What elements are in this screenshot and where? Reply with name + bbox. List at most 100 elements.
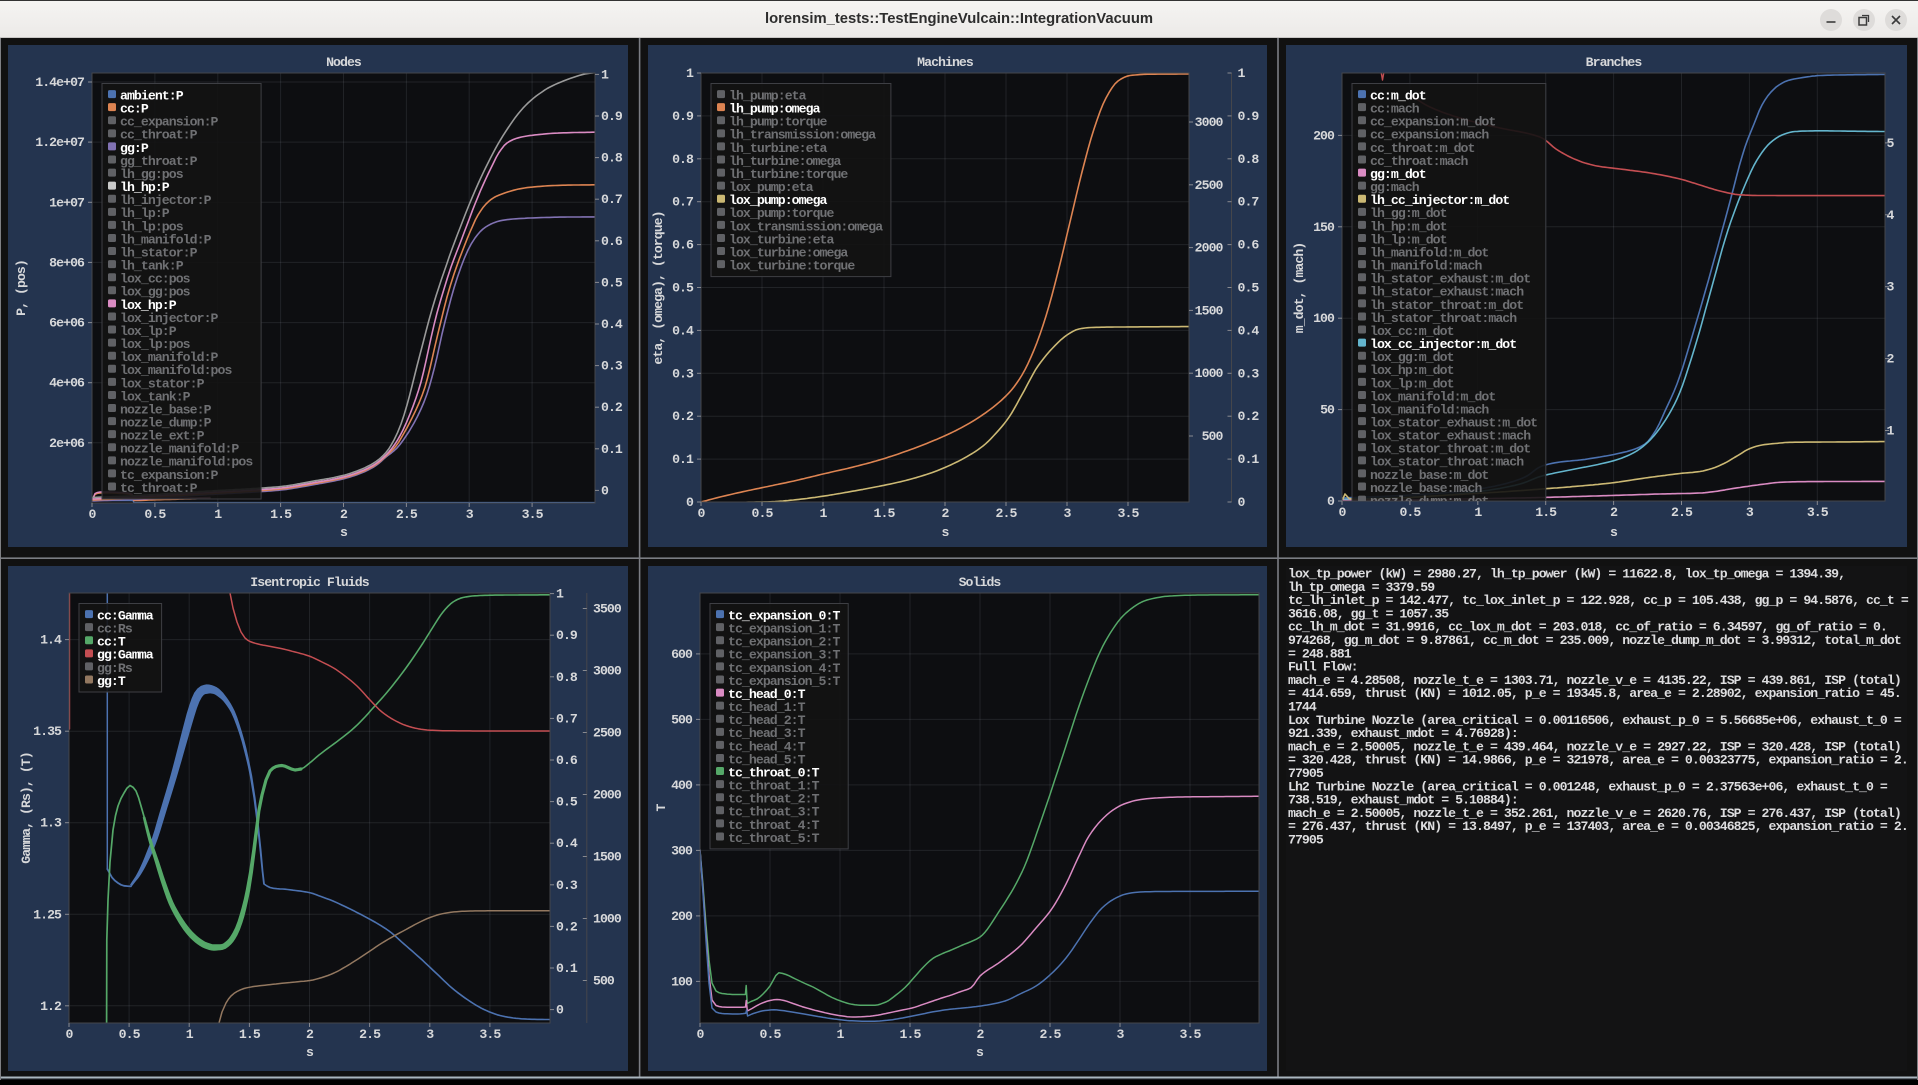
svg-text:4: 4 [1887, 208, 1895, 223]
svg-text:0.2: 0.2 [556, 919, 578, 934]
svg-text:1: 1 [214, 507, 222, 522]
svg-text:0: 0 [686, 495, 694, 510]
svg-text:0.5: 0.5 [144, 507, 166, 522]
svg-text:lox_hp:P: lox_hp:P [120, 298, 177, 313]
svg-text:lox_injector:P: lox_injector:P [120, 311, 219, 326]
svg-text:tc_throat_4:T: tc_throat_4:T [728, 818, 820, 833]
svg-text:1.4e+07: 1.4e+07 [35, 75, 85, 90]
svg-text:1.2e+07: 1.2e+07 [35, 135, 85, 150]
svg-text:lox_turbine:omega: lox_turbine:omega [729, 245, 848, 260]
svg-text:0.5: 0.5 [556, 795, 578, 810]
svg-text:Isentropic Fluids: Isentropic Fluids [250, 575, 369, 590]
svg-text:2.5: 2.5 [996, 506, 1018, 521]
svg-text:0.5: 0.5 [760, 1027, 782, 1042]
svg-text:tc_lh_inlet_p = 142.477, tc_lo: tc_lh_inlet_p = 142.477, tc_lox_inlet_p … [1288, 593, 1909, 608]
svg-text:lox_manifold:mach: lox_manifold:mach [1370, 402, 1489, 417]
svg-text:Machines: Machines [917, 55, 974, 70]
svg-text:Full Flow:: Full Flow: [1288, 660, 1358, 675]
svg-text:cc:m_dot: cc:m_dot [1370, 89, 1426, 104]
svg-text:= 414.659, thrust (KN) = 1012.: = 414.659, thrust (KN) = 1012.05, p_e = … [1288, 686, 1901, 701]
svg-text:lh_manifold:mach: lh_manifold:mach [1370, 259, 1482, 274]
svg-text:T: T [654, 803, 669, 811]
svg-text:= 320.428, thrust (KN) = 14.98: = 320.428, thrust (KN) = 14.9866, p_e = … [1288, 753, 1908, 768]
svg-text:100: 100 [1313, 311, 1335, 326]
svg-text:Solids: Solids [959, 575, 1002, 590]
svg-text:8e+06: 8e+06 [49, 255, 85, 270]
svg-text:lh_turbine:eta: lh_turbine:eta [729, 141, 828, 156]
svg-text:lh_lp:P: lh_lp:P [120, 206, 170, 221]
svg-text:0.5: 0.5 [752, 506, 774, 521]
svg-text:lox_tank:P: lox_tank:P [120, 389, 191, 404]
svg-text:Lh2 Turbine Nozzle (area_criti: Lh2 Turbine Nozzle (area_critical = 0.00… [1288, 779, 1888, 794]
svg-text:lox_manifold:pos: lox_manifold:pos [120, 363, 232, 378]
svg-text:cc:Rs: cc:Rs [97, 622, 133, 637]
svg-text:1744: 1744 [1288, 700, 1317, 715]
svg-text:ambient:P: ambient:P [120, 89, 184, 104]
svg-text:3.5: 3.5 [479, 1027, 501, 1042]
svg-text:0.6: 0.6 [601, 234, 623, 249]
svg-text:2: 2 [1887, 352, 1895, 367]
svg-text:500: 500 [593, 974, 615, 989]
svg-text:lh_hp:m_dot: lh_hp:m_dot [1370, 219, 1447, 234]
svg-text:1.35: 1.35 [33, 724, 62, 739]
svg-text:tc_expansion_0:T: tc_expansion_0:T [728, 609, 840, 624]
svg-text:0: 0 [89, 507, 97, 522]
svg-text:6e+06: 6e+06 [49, 316, 85, 331]
svg-text:974268, gg_m_dot = 9.87861, cc: 974268, gg_m_dot = 9.87861, cc_m_dot = 2… [1288, 633, 1901, 648]
svg-text:lox_gg:m_dot: lox_gg:m_dot [1370, 350, 1454, 365]
svg-text:lh_tank:P: lh_tank:P [120, 259, 184, 274]
svg-text:0.9: 0.9 [672, 109, 694, 124]
svg-text:3.5: 3.5 [1807, 505, 1829, 520]
svg-text:lox_pump:omega: lox_pump:omega [729, 193, 828, 208]
svg-text:nozzle_manifold:P: nozzle_manifold:P [120, 442, 239, 457]
svg-text:0.8: 0.8 [556, 670, 578, 685]
svg-text:2e+06: 2e+06 [49, 436, 85, 451]
svg-text:lox_transmission:omega: lox_transmission:omega [729, 219, 883, 234]
svg-text:= 248.881: = 248.881 [1288, 646, 1352, 661]
svg-text:lox_gg:pos: lox_gg:pos [120, 285, 191, 300]
svg-text:mach_e = 2.50005, nozzle_t_e =: mach_e = 2.50005, nozzle_t_e = 439.464, … [1288, 739, 1901, 754]
svg-text:gg:Gamma: gg:Gamma [97, 648, 154, 663]
svg-text:Lox Turbine Nozzle (area_criti: Lox Turbine Nozzle (area_critical = 0.00… [1288, 713, 1902, 728]
svg-text:nozzle_base:P: nozzle_base:P [120, 402, 212, 417]
svg-text:s: s [942, 525, 950, 540]
svg-text:1.5: 1.5 [270, 507, 292, 522]
svg-text:0: 0 [1339, 505, 1347, 520]
svg-text:lox_tp_power (kW) = 2980.27, l: lox_tp_power (kW) = 2980.27, lh_tp_power… [1288, 567, 1845, 582]
svg-text:lh_stator_exhaust:m_dot: lh_stator_exhaust:m_dot [1370, 272, 1530, 287]
svg-text:nozzle_dump:P: nozzle_dump:P [120, 416, 212, 431]
svg-text:77905: 77905 [1288, 833, 1324, 848]
svg-text:lox_hp:m_dot: lox_hp:m_dot [1370, 363, 1454, 378]
svg-text:cc_expansion:P: cc_expansion:P [120, 115, 219, 130]
svg-text:0.4: 0.4 [1238, 323, 1260, 338]
svg-text:nozzle_base:m_dot: nozzle_base:m_dot [1370, 468, 1488, 483]
svg-text:tc_throat_0:T: tc_throat_0:T [728, 765, 820, 780]
svg-text:3500: 3500 [593, 602, 622, 617]
svg-text:3: 3 [1887, 280, 1895, 295]
svg-text:lh_manifold:m_dot: lh_manifold:m_dot [1370, 245, 1488, 260]
svg-text:0.5: 0.5 [672, 281, 694, 296]
svg-text:s: s [976, 1045, 984, 1060]
svg-text:cc_throat:m_dot: cc_throat:m_dot [1370, 141, 1474, 156]
svg-text:1: 1 [186, 1027, 194, 1042]
svg-text:tc_head_2:T: tc_head_2:T [728, 713, 806, 728]
svg-text:2000: 2000 [593, 788, 622, 803]
svg-text:lh_transmission:omega: lh_transmission:omega [729, 128, 876, 143]
svg-text:tc_throat_1:T: tc_throat_1:T [728, 779, 820, 794]
svg-text:lh_lp:pos: lh_lp:pos [120, 219, 184, 234]
svg-text:lh_turbine:torque: lh_turbine:torque [729, 167, 848, 182]
svg-text:3.5: 3.5 [522, 507, 544, 522]
svg-text:1: 1 [837, 1027, 845, 1042]
svg-text:Nodes: Nodes [326, 55, 362, 70]
svg-text:s: s [306, 1045, 314, 1060]
svg-text:3616.08, gg_t = 1057.35: 3616.08, gg_t = 1057.35 [1288, 606, 1449, 621]
svg-text:400: 400 [671, 778, 693, 793]
svg-text:lh_pump:eta: lh_pump:eta [729, 89, 807, 104]
svg-text:lox_lp:m_dot: lox_lp:m_dot [1370, 376, 1454, 391]
svg-text:1.5: 1.5 [874, 506, 896, 521]
svg-text:nozzle_ext:P: nozzle_ext:P [120, 429, 205, 444]
svg-text:lh_tp_omega = 3379.59: lh_tp_omega = 3379.59 [1288, 580, 1435, 595]
svg-text:0.1: 0.1 [601, 442, 623, 457]
svg-text:lox_cc_injector:m_dot: lox_cc_injector:m_dot [1370, 337, 1516, 352]
svg-text:gg:Rs: gg:Rs [97, 661, 133, 676]
